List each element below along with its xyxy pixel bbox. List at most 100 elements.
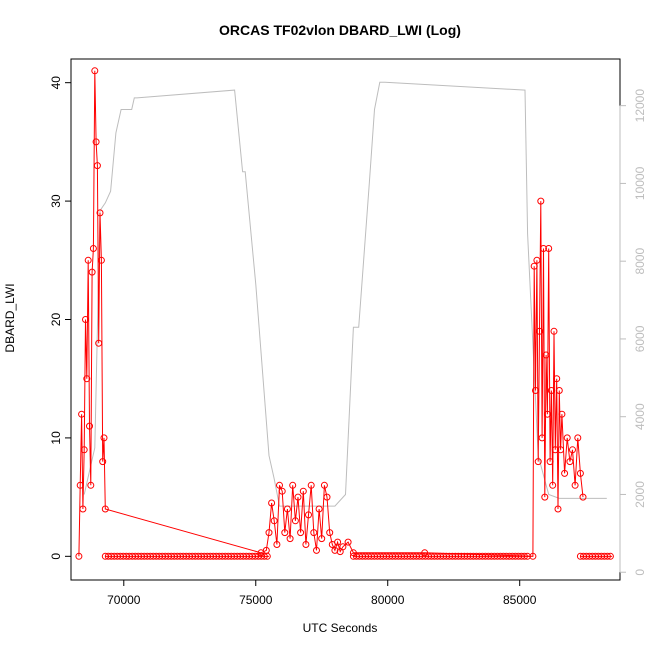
- zero-series-point: [603, 552, 611, 560]
- series-layer: [75, 67, 614, 560]
- zero-series-point: [606, 552, 614, 560]
- y-axis-right: 0 2000 4000 6000 8000 10000 12000: [619, 89, 647, 576]
- primary-series-point: [553, 375, 561, 383]
- primary-series-point: [561, 469, 569, 477]
- y-tick-label-left: 0: [49, 553, 63, 560]
- primary-series-point: [555, 387, 563, 394]
- y-tick-label-right: 6000: [633, 325, 647, 352]
- chart-title: ORCAS TF02vlon DBARD_LWI (Log): [219, 22, 461, 38]
- primary-series-point: [554, 505, 562, 513]
- y-tick-label-right: 8000: [633, 248, 647, 275]
- primary-series-point: [315, 505, 323, 513]
- primary-series-point: [344, 538, 352, 546]
- primary-series-point: [550, 327, 558, 335]
- x-tick-label: 70000: [107, 593, 141, 607]
- primary-series-point: [558, 410, 566, 418]
- primary-series-point: [270, 517, 278, 525]
- primary-series-point: [88, 268, 96, 276]
- primary-series-point: [421, 549, 429, 557]
- primary-series-point: [299, 487, 307, 495]
- primary-series-point: [534, 458, 542, 466]
- primary-series-point: [78, 410, 86, 418]
- primary-series-point: [302, 541, 310, 548]
- x-tick-label: 75000: [239, 593, 273, 607]
- zero-series-point: [263, 552, 271, 560]
- primary-series-point: [537, 197, 545, 205]
- y-tick-label-left: 30: [49, 194, 63, 208]
- primary-series-point: [557, 446, 565, 454]
- primary-series-point: [86, 422, 93, 430]
- primary-series-point: [97, 256, 105, 264]
- primary-series-point: [543, 410, 551, 418]
- zero-series-point: [523, 552, 531, 560]
- primary-series-point: [96, 209, 104, 217]
- y-tick-label-right: 0: [633, 569, 647, 576]
- y-tick-label-right: 10000: [633, 166, 647, 200]
- primary-series-point: [563, 434, 571, 442]
- primary-series-point: [80, 446, 88, 454]
- primary-series-point: [536, 327, 543, 335]
- primary-series-point: [76, 481, 84, 489]
- primary-series-point: [533, 256, 541, 264]
- primary-series-point: [326, 529, 334, 537]
- primary-series-point: [318, 535, 326, 543]
- primary-series-point: [273, 541, 281, 548]
- primary-series-point: [305, 511, 312, 519]
- zero-series-point: [260, 552, 268, 560]
- primary-series-point: [538, 434, 546, 442]
- primary-series-point: [566, 458, 574, 466]
- primary-series-point: [574, 434, 582, 442]
- y-tick-label-right: 4000: [633, 403, 647, 430]
- y-tick-label-left: 20: [49, 313, 63, 327]
- y-axis-left: 0 10 20 30 40: [49, 76, 72, 560]
- primary-series-point: [95, 339, 103, 347]
- primary-series-point: [278, 487, 286, 495]
- primary-series-point: [547, 387, 555, 394]
- primary-series-point: [283, 505, 291, 513]
- y-tick-label-left: 40: [49, 76, 63, 90]
- primary-series-point: [310, 529, 318, 537]
- primary-series-point: [281, 529, 289, 537]
- x-axis-label: UTC Seconds: [303, 621, 378, 635]
- primary-series-point: [265, 529, 273, 537]
- primary-series-point: [546, 458, 554, 466]
- primary-series-point: [313, 546, 320, 554]
- primary-series-point: [289, 481, 297, 489]
- primary-series-point: [545, 245, 553, 252]
- primary-series-point: [89, 245, 97, 252]
- primary-series-point: [549, 481, 557, 489]
- x-tick-label: 85000: [503, 593, 537, 607]
- primary-series-point: [93, 162, 101, 170]
- primary-series-point: [541, 493, 549, 501]
- primary-series-point: [320, 481, 328, 489]
- primary-series-point: [297, 529, 305, 537]
- primary-series-point: [291, 517, 299, 525]
- y-tick-label-right: 2000: [633, 481, 647, 508]
- primary-series-point: [294, 493, 302, 501]
- primary-series-point: [339, 543, 347, 551]
- primary-series-point: [571, 481, 579, 489]
- primary-series-point: [323, 493, 331, 501]
- primary-series-point: [83, 375, 91, 383]
- y-tick-label-left: 10: [49, 431, 63, 445]
- primary-series-point: [286, 535, 294, 543]
- primary-series-point: [268, 499, 276, 507]
- primary-series-point: [101, 505, 109, 513]
- y-tick-label-right: 12000: [633, 89, 647, 123]
- zero-series-point: [520, 552, 528, 560]
- primary-series-point: [99, 458, 107, 466]
- primary-series-point: [91, 67, 99, 75]
- y-axis-label: DBARD_LWI: [3, 283, 17, 352]
- primary-series-point: [276, 481, 283, 489]
- primary-series-point: [532, 387, 539, 394]
- primary-series-line: [78, 70, 584, 557]
- primary-series-point: [82, 316, 89, 323]
- primary-series-point: [542, 351, 550, 359]
- primary-series-point: [569, 446, 576, 454]
- primary-series-point: [334, 538, 342, 546]
- primary-series-point: [551, 446, 559, 454]
- primary-series-point: [307, 481, 315, 489]
- primary-series-point: [79, 505, 87, 513]
- x-tick-label: 80000: [371, 593, 405, 607]
